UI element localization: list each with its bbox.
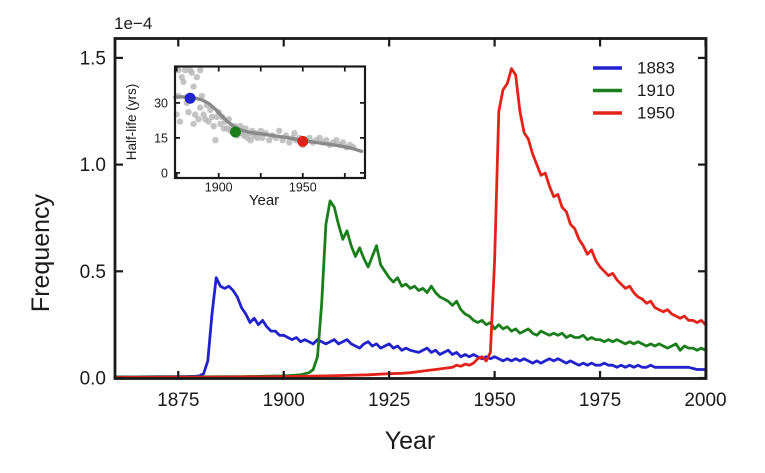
inset-y-tick-label: 15 — [154, 131, 168, 145]
inset-highlight-1883 — [184, 92, 196, 104]
inset-y-axis-label: Half-life (yrs) — [124, 84, 139, 161]
inset-scatter-point — [323, 137, 330, 144]
legend-label-1950: 1950 — [637, 104, 675, 123]
series-line-1883 — [113, 276, 707, 379]
y-axis-offset-label: 1e−4 — [114, 14, 152, 33]
inset-scatter-point — [276, 127, 283, 135]
x-tick-label: 1900 — [263, 390, 305, 411]
inset-content-group — [173, 67, 364, 154]
inset-scatter-point — [190, 83, 197, 90]
inset-scatter-point — [180, 78, 187, 86]
inset-scatter-point — [176, 118, 184, 125]
inset-x-tick-label: 1900 — [205, 181, 233, 195]
main-plot-frame — [113, 37, 708, 380]
inset-scatter-point — [210, 123, 217, 130]
inset-scatter-point — [193, 74, 201, 81]
series-line-1910 — [113, 199, 707, 379]
inset-scatter-point — [192, 111, 199, 118]
main-series-group — [113, 67, 707, 379]
inset-trend-line — [173, 95, 364, 154]
inset-scatter-point — [259, 134, 266, 142]
main-ticks-group: 1875 1900 1925 1950 1975 2000 0.0 0.5 1.0 1.5 — [80, 38, 727, 411]
inset-x-tick-label: 1950 — [289, 181, 317, 195]
inset-highlight-1910 — [230, 126, 241, 138]
x-axis-label: Year — [385, 427, 436, 455]
inset-scatter-point — [208, 113, 216, 121]
inset-scatter-point — [197, 67, 204, 74]
inset-scatter-point — [291, 130, 298, 137]
x-tick-label: 1925 — [368, 390, 410, 411]
inset-scatter-point — [339, 139, 347, 146]
y-axis-label: Frequency — [27, 193, 55, 312]
y-tick-label: 1.0 — [80, 155, 106, 176]
inset-scatter-point — [197, 104, 204, 111]
inset-scatter-point — [181, 67, 189, 74]
inset-y-tick-label: 30 — [154, 96, 168, 110]
y-tick-label: 0.0 — [80, 369, 106, 390]
x-tick-label: 1950 — [473, 390, 515, 411]
inset-scatter-point — [286, 139, 293, 146]
inset-scatter-point — [198, 92, 206, 100]
inset-scatter-point — [217, 120, 224, 128]
series-line-1950 — [113, 67, 707, 379]
inset-plot-background — [175, 66, 365, 178]
inset-scatter-point — [190, 120, 197, 128]
x-tick-label: 2000 — [684, 390, 726, 411]
inset-scatter-point — [195, 116, 202, 123]
x-tick-label: 1975 — [579, 390, 621, 411]
inset-plot-frame — [173, 65, 367, 180]
inset-scatter-point — [254, 134, 261, 142]
inset-scatter-point — [333, 137, 340, 144]
x-tick-label: 1875 — [157, 390, 199, 411]
inset-x-axis-label: Year — [249, 192, 279, 209]
inset-scatter-point — [247, 137, 254, 144]
inset-scatter-point — [266, 137, 273, 144]
inset-ticks-group: 1900 1950 0 15 30 — [154, 66, 365, 195]
y-tick-label: 0.5 — [80, 262, 106, 283]
inset-highlight-1950 — [297, 135, 309, 147]
inset-scatter-point — [316, 134, 323, 142]
inset-plot: 1900 1950 0 15 30 Half-life (yrs) Year — [124, 65, 367, 209]
inset-scatter-point — [185, 109, 192, 116]
legend-label-1910: 1910 — [637, 81, 675, 100]
legend-label-1883: 1883 — [637, 59, 675, 78]
y-tick-label: 1.5 — [80, 48, 106, 69]
inset-scatter-point — [212, 137, 219, 144]
inset-scatter-point — [205, 118, 212, 125]
inset-scatter-point — [188, 69, 195, 76]
legend: 1883 1910 1950 — [593, 59, 675, 123]
inset-y-tick-label: 0 — [161, 166, 168, 180]
